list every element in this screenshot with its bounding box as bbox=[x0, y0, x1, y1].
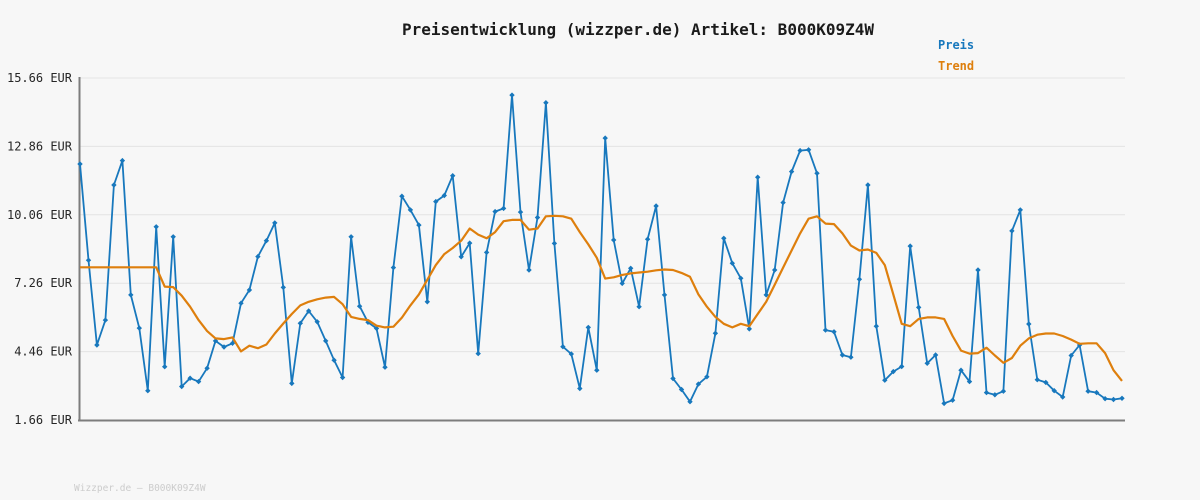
trend-line bbox=[80, 214, 1123, 382]
preis-line bbox=[79, 94, 1123, 405]
y-axis-label: 12.86 EUR bbox=[7, 139, 73, 153]
y-axis-label: 4.46 EUR bbox=[14, 345, 73, 359]
y-axis-label: 1.66 EUR bbox=[14, 413, 73, 427]
y-axis-label: 15.66 EUR bbox=[7, 71, 73, 85]
chart-legend: Preis Trend bbox=[938, 39, 974, 81]
legend-item-preis: Preis bbox=[938, 38, 975, 52]
y-axis-label: 10.06 EUR bbox=[7, 208, 73, 222]
y-axis-label: 7.26 EUR bbox=[14, 276, 73, 290]
chart-title: Preisentwicklung (wizzper.de) Artikel: B… bbox=[402, 20, 875, 39]
legend-item-trend: Trend bbox=[938, 59, 975, 73]
watermark-text: Wizzper.de — B000K09Z4W bbox=[74, 483, 206, 494]
